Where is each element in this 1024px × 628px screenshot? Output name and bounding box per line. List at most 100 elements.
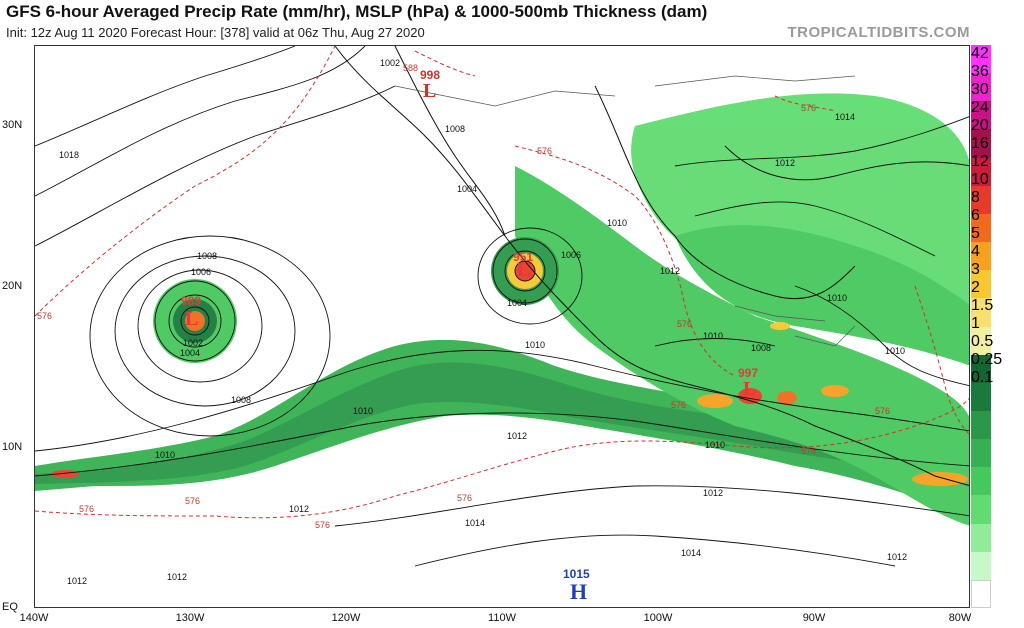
lat-label-eq: EQ <box>2 601 18 613</box>
borders <box>394 75 856 347</box>
thickness-label: 576 <box>37 311 52 321</box>
isobar-label: 1018 <box>59 150 79 160</box>
colorbar-label: 1 <box>971 315 980 332</box>
low-value-label[interactable]: 951 <box>513 250 534 264</box>
colorbar-swatch <box>971 270 991 299</box>
isobar-label: 1008 <box>751 343 771 353</box>
isobar-label: 1006 <box>191 267 211 277</box>
coastlines <box>334 46 969 486</box>
precip-field <box>35 93 969 526</box>
thickness-label: 576 <box>801 103 816 113</box>
isobar-label: 1012 <box>167 572 187 582</box>
colorbar-swatch <box>971 242 991 271</box>
precip-itcz-core <box>35 362 969 484</box>
colorbar-swatch <box>971 157 991 187</box>
isobar-label: 1010 <box>607 218 627 228</box>
colorbar-swatch <box>971 551 991 581</box>
colorbar-swatch <box>971 579 991 608</box>
colorbar-swatch <box>971 382 991 412</box>
thickness-label: 576 <box>677 319 692 329</box>
isobar-label: 1014 <box>465 518 485 528</box>
isobar-label: 1014 <box>681 548 701 558</box>
lon-label-80w: 80W <box>948 612 972 624</box>
colorbar-label: 0.1 <box>971 369 994 386</box>
isobar-label: 1006 <box>561 250 581 260</box>
isobar-label: 1012 <box>507 431 527 441</box>
colorbar-swatch <box>971 73 991 102</box>
thickness-label: 576 <box>185 496 200 506</box>
thickness-label: 576 <box>801 446 816 456</box>
thickness-label: 576 <box>315 520 330 530</box>
thickness-label: 576 <box>671 400 686 410</box>
colorbar-swatch <box>971 495 991 525</box>
brand-watermark[interactable]: TROPICALTIDBITS.COM <box>787 24 970 41</box>
low-value-label[interactable]: 989 <box>181 294 202 308</box>
lon-label-110w: 110W <box>488 612 516 624</box>
isobar-label: 1008 <box>197 251 217 261</box>
colorbar-swatch <box>971 439 991 468</box>
lon-label-100w: 100W <box>643 612 673 624</box>
map-panel[interactable]: 1002 1008 1018 1004 1010 1008 1006 1002 … <box>34 45 970 608</box>
low-center-symbol[interactable]: L <box>423 80 437 102</box>
thickness-label: 576 <box>875 406 890 416</box>
precip-central-america <box>515 166 969 526</box>
isobar-label: 1010 <box>705 440 725 450</box>
colorbar-label: 20 <box>971 117 989 134</box>
thickness-labels: 588 576 576 576 576 576 576 576 576 576 … <box>37 63 890 530</box>
low-center-symbol[interactable]: L <box>185 308 199 330</box>
isobar-label: 1010 <box>703 331 723 341</box>
colorbar-label: 30 <box>971 81 989 98</box>
isobars <box>35 46 969 567</box>
colorbar-label: 42 <box>971 45 989 62</box>
colorbar-label: 0.5 <box>971 333 994 350</box>
precip-colorbar-labels: 42 36 30 24 20 16 12 10 8 6 5 4 3 2 1.5 1 0.5 0.25 0.1 <box>971 45 1024 608</box>
isobar-label: 1002 <box>183 338 203 348</box>
isobar-labels: 1002 1008 1018 1004 1010 1008 1006 1002 … <box>59 58 907 586</box>
precip-colorbar <box>971 45 991 608</box>
isobar-label: 1004 <box>457 184 477 194</box>
isobar-label: 1012 <box>67 576 87 586</box>
low-value-label[interactable]: 998 <box>420 68 441 82</box>
colorbar-label: 1.5 <box>971 297 994 314</box>
precip-gulf-core <box>675 225 969 366</box>
thickness-contours <box>35 46 969 519</box>
lat-label-20n: 20N <box>2 280 23 292</box>
low-center-symbol[interactable]: L <box>743 378 757 400</box>
colorbar-swatch <box>971 298 991 327</box>
isobar-label: 1012 <box>660 266 680 276</box>
low-center-symbol[interactable]: L <box>517 259 531 281</box>
colorbar-swatch <box>971 326 991 356</box>
thickness-label: 576 <box>537 146 552 156</box>
isobar-label: 1010 <box>155 450 175 460</box>
colorbar-label: 2 <box>971 279 980 296</box>
colorbar-label: 12 <box>971 153 989 170</box>
high-value-label[interactable]: 1015 <box>563 567 590 581</box>
isobar-label: 1004 <box>507 298 527 308</box>
thickness-label: 576 <box>79 504 94 514</box>
colorbar-label: 5 <box>971 225 980 242</box>
high-center-symbol[interactable]: H <box>570 579 588 604</box>
colorbar-swatch <box>971 467 991 496</box>
isobar-label: 1010 <box>885 346 905 356</box>
colorbar-swatch <box>971 523 991 553</box>
isobar-label: 1012 <box>703 488 723 498</box>
isobar-label: 1008 <box>445 124 465 134</box>
colorbar-label: 4 <box>971 243 980 260</box>
low-value-label[interactable]: 997 <box>738 366 759 380</box>
isobar-label: 1008 <box>231 395 251 405</box>
colorbar-swatch <box>971 410 991 440</box>
colorbar-swatch <box>971 101 991 130</box>
lat-label-30n: 30N <box>2 119 23 131</box>
colorbar-swatch <box>971 213 991 243</box>
colorbar-label: 36 <box>971 63 989 80</box>
isobar-label: 1014 <box>835 112 855 122</box>
lon-label-130w: 130W <box>175 612 205 624</box>
thickness-label: 588 <box>403 63 418 73</box>
colorbar-swatch <box>971 185 991 215</box>
isobar-label: 1012 <box>887 552 907 562</box>
isobar-label: 1010 <box>353 406 373 416</box>
map-subtitle: Init: 12z Aug 11 2020 Forecast Hour: [37… <box>6 25 425 40</box>
colorbar-label: 16 <box>971 135 989 152</box>
colorbar-label: 3 <box>971 261 980 278</box>
lon-label-120w: 120W <box>331 612 361 624</box>
